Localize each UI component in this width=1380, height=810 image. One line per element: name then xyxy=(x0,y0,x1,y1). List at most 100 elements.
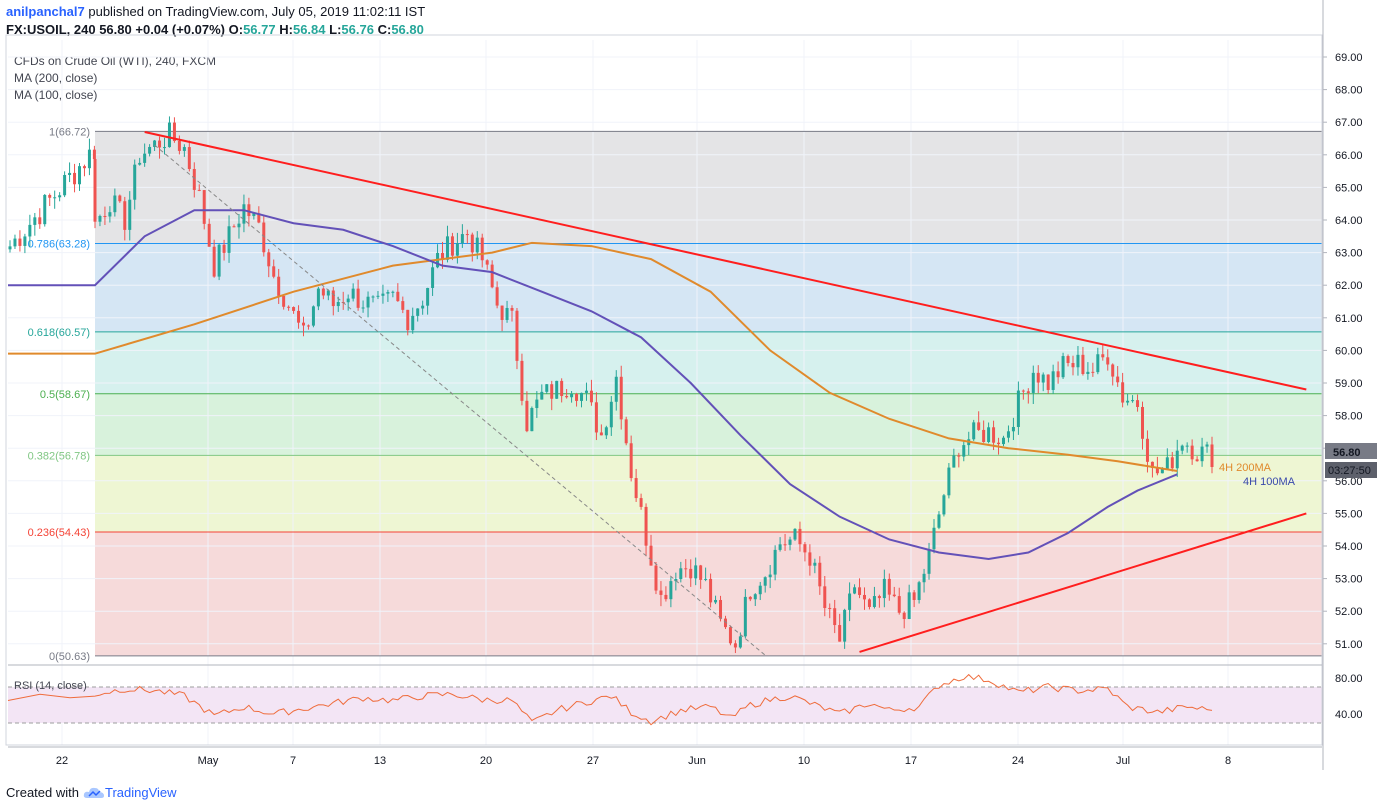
x-tick-label: 20 xyxy=(480,755,492,767)
y-tick-label: 54.00 xyxy=(1335,541,1363,553)
candle-body xyxy=(267,252,271,267)
candle-body xyxy=(1071,363,1075,368)
candle-body xyxy=(192,169,196,190)
candle-body xyxy=(639,498,643,507)
rsi-label[interactable]: RSI (14, close) xyxy=(14,680,87,692)
candle-body xyxy=(773,549,777,575)
fib-lines: 1(66.72) 0.786(63.28) 0.618(60.57) 0.5(58.6… xyxy=(28,126,1322,663)
candle-body xyxy=(1111,364,1115,377)
fib-zone xyxy=(95,455,1322,532)
candle-body xyxy=(361,307,365,309)
candle-body xyxy=(1056,371,1060,378)
candle-body xyxy=(738,636,742,648)
candle-body xyxy=(580,392,584,401)
candle-body xyxy=(719,599,723,619)
candle-body xyxy=(768,574,772,578)
rsi-pane[interactable] xyxy=(7,673,1322,726)
candle-body xyxy=(386,292,390,294)
candle-body xyxy=(917,582,921,600)
candle-body xyxy=(23,236,27,246)
close-label: C: xyxy=(377,22,392,37)
candle-body xyxy=(848,593,852,610)
candle-body xyxy=(1205,444,1209,447)
high-label: H: xyxy=(279,22,293,37)
candle-body xyxy=(927,549,931,574)
candle-body xyxy=(182,147,186,151)
candle-body xyxy=(297,310,301,323)
candle-body xyxy=(992,427,996,443)
candle-body xyxy=(942,495,946,515)
candle-body xyxy=(654,565,658,591)
y-tick-label: 58.00 xyxy=(1335,411,1363,423)
open-value: 56.77 xyxy=(243,22,276,37)
candle-body xyxy=(306,325,310,327)
candle-body xyxy=(902,612,906,620)
candle-body xyxy=(441,252,445,260)
candle-body xyxy=(237,223,241,228)
footer: Created with TradingView xyxy=(6,785,177,800)
candle-body xyxy=(535,399,539,409)
candle-body xyxy=(123,201,127,230)
publish-text: published on TradingView.com, July 05, 2… xyxy=(84,4,426,19)
created-with-text: Created with xyxy=(6,785,79,800)
candle-body xyxy=(292,307,296,311)
y-tick-label: 64.00 xyxy=(1335,215,1363,227)
candle-body xyxy=(356,288,360,308)
candle-body xyxy=(401,301,405,310)
legend-ma200[interactable]: MA (200, close) xyxy=(14,71,98,85)
legend-ma100[interactable]: MA (100, close) xyxy=(14,88,98,102)
candle-body xyxy=(500,305,504,320)
x-tick-label: 22 xyxy=(56,755,68,767)
candle-body xyxy=(311,306,315,326)
grid xyxy=(8,40,1322,745)
candle-body xyxy=(783,544,787,546)
candle-body xyxy=(92,149,96,160)
x-tick-label: Jun xyxy=(688,755,706,767)
candle-body xyxy=(1091,371,1095,373)
ma200-annotation: 4H 200MA xyxy=(1219,462,1272,474)
candle-body xyxy=(624,419,628,444)
candle-body xyxy=(872,596,876,607)
candle-body xyxy=(977,422,981,430)
tradingview-logo[interactable]: TradingView xyxy=(83,785,177,800)
x-tick-label: 13 xyxy=(374,755,386,767)
candle-body xyxy=(1150,461,1154,468)
candle-body xyxy=(907,592,911,620)
candle-body xyxy=(272,266,276,277)
y-tick-label: 61.00 xyxy=(1335,313,1363,325)
tradingview-brand: TradingView xyxy=(104,785,177,800)
candle-body xyxy=(897,596,901,613)
candle-body xyxy=(1061,356,1065,378)
candle-body xyxy=(485,260,489,265)
candle-body xyxy=(887,578,891,595)
candle-body xyxy=(167,122,171,148)
candle-body xyxy=(381,293,385,296)
candle-body xyxy=(366,296,370,308)
candle-body xyxy=(1021,390,1025,392)
candle-body xyxy=(82,166,86,169)
candle-body xyxy=(426,287,430,306)
fib-label: 0.382(56.78) xyxy=(28,450,90,462)
candle-body xyxy=(699,565,703,580)
y-tick-label: 67.00 xyxy=(1335,117,1363,129)
candle-body xyxy=(475,237,479,253)
candle-body xyxy=(584,390,588,393)
candle-body xyxy=(778,544,782,550)
countdown-badge-bg xyxy=(1325,462,1377,478)
candle-body xyxy=(58,195,62,198)
y-tick-label: 63.00 xyxy=(1335,248,1363,260)
candle-body xyxy=(242,204,246,224)
fib-label: 0.786(63.28) xyxy=(28,238,90,250)
candle-body xyxy=(346,298,350,303)
author-name[interactable]: anilpanchal7 xyxy=(6,4,85,19)
candle-body xyxy=(87,149,91,169)
candle-body xyxy=(1195,459,1199,462)
candle-body xyxy=(1076,354,1080,368)
low-value: 56.76 xyxy=(341,22,374,37)
ma-lines xyxy=(8,209,1178,561)
candle-body xyxy=(763,577,767,586)
candle-body xyxy=(460,234,464,244)
candle-body xyxy=(187,147,191,170)
candle-body xyxy=(689,568,693,579)
